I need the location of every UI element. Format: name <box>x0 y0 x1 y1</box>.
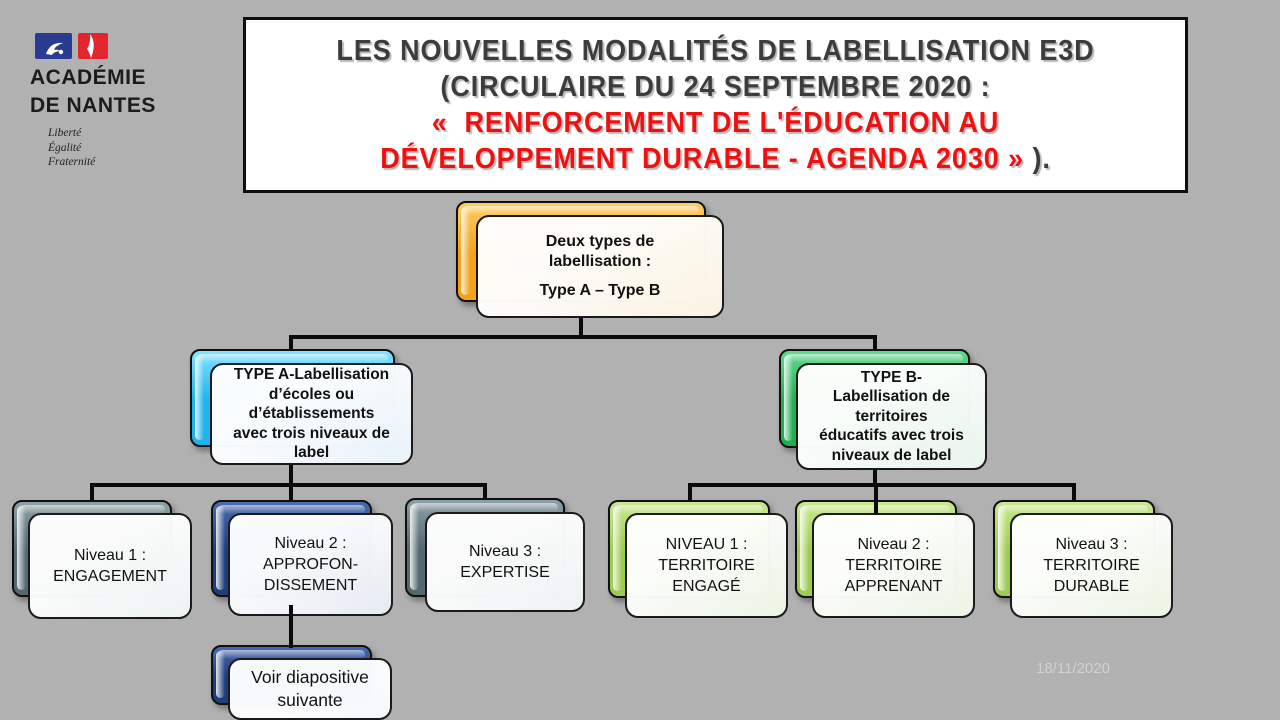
connector-typea-stem <box>289 463 293 485</box>
node-territoire-durable-text: TERRITOIRE <box>1043 557 1140 574</box>
node-territoire-apprenant-card: Niveau 2 : TERRITOIRE APPRENANT <box>812 513 975 618</box>
node-niveau2-card: Niveau 2 : APPROFON- DISSEMENT <box>228 513 393 616</box>
node-territoire-apprenant-text: APPRENANT <box>844 578 943 595</box>
node-voir-text: Voir diapositive <box>251 667 369 687</box>
node-niveau3-text: EXPERTISE <box>460 564 550 581</box>
connector-typea-drop <box>289 335 293 352</box>
academie-nantes-logo: ACADÉMIE DE NANTES Liberté Égalité Frate… <box>30 30 156 170</box>
node-territoire-engage-text: ENGAGÉ <box>672 578 741 595</box>
logo-name-line1: ACADÉMIE <box>30 66 147 89</box>
connector-note-drop <box>289 605 293 648</box>
connector-typeb-drop <box>873 335 877 352</box>
title-line-4: DÉVELOPPEMENT DURABLE - AGENDA 2030 » ). <box>279 141 1152 177</box>
motto-fraternite: Fraternité <box>48 156 96 168</box>
node-niveau2-text: APPROFON- <box>262 556 359 573</box>
node-type-b-text: TYPE B- <box>860 368 923 386</box>
node-niveau2-text: Niveau 2 : <box>274 535 347 552</box>
connector-level1-bus <box>289 335 877 339</box>
title-line-4-dark: ). <box>1024 143 1051 175</box>
node-territoire-engage-card: NIVEAU 1 : TERRITOIRE ENGAGÉ <box>625 513 788 618</box>
title-line-3: « RENFORCEMENT DE L'ÉDUCATION AU <box>431 107 1000 139</box>
connector-b-bus <box>688 483 1076 487</box>
node-root-card: Deux types de labellisation : Type A – T… <box>476 215 724 318</box>
node-niveau3-card: Niveau 3 : EXPERTISE <box>425 512 585 612</box>
node-niveau1-text: ENGAGEMENT <box>53 568 167 585</box>
node-root-text: Deux types de <box>545 233 655 250</box>
connector-b3-drop <box>1072 483 1076 502</box>
node-territoire-durable-card: Niveau 3 : TERRITOIRE DURABLE <box>1010 513 1173 618</box>
french-flag-emblem-icon <box>35 33 108 59</box>
node-niveau3-text: Niveau 3 : <box>468 543 542 560</box>
connector-a1-drop <box>90 483 94 502</box>
node-territoire-durable-text: DURABLE <box>1053 578 1130 595</box>
slide-title-box: LES NOUVELLES MODALITÉS DE LABELLISATION… <box>243 17 1188 193</box>
node-type-b-text: Labellisation de <box>832 388 951 406</box>
node-type-a-text: avec trois niveaux de <box>233 424 390 442</box>
logo-motto: Liberté Égalité Fraternité <box>48 126 156 170</box>
node-type-a-text: label <box>293 444 330 462</box>
node-type-b-text: éducatifs avec trois <box>819 427 964 445</box>
title-line-2: (CIRCULAIRE DU 24 SEPTEMBRE 2020 : <box>440 71 991 103</box>
node-type-a-text: d’écoles ou <box>268 385 355 403</box>
node-type-b-text: territoires <box>855 407 928 425</box>
motto-liberte: Liberté <box>48 127 82 139</box>
motto-egalite: Égalité <box>48 141 82 154</box>
node-niveau1-card: Niveau 1 : ENGAGEMENT <box>28 513 192 619</box>
node-territoire-engage-text: TERRITOIRE <box>658 557 755 574</box>
connector-b1-drop <box>688 483 692 502</box>
node-type-a-card: TYPE A-Labellisation d’écoles ou d’établ… <box>210 363 413 465</box>
connector-typeb-stem <box>873 468 877 485</box>
title-line-1: LES NOUVELLES MODALITÉS DE LABELLISATION… <box>336 35 1095 67</box>
connector-b2-drop <box>874 483 878 514</box>
node-niveau1-text: Niveau 1 : <box>73 547 147 564</box>
node-type-b-card: TYPE B- Labellisation de territoires édu… <box>796 363 987 470</box>
slide-date: 18/11/2020 <box>1036 660 1110 677</box>
logo-name-line2: DE NANTES <box>30 94 156 117</box>
node-root-text: labellisation : <box>548 253 652 270</box>
node-type-a-text: TYPE A-Labellisation <box>233 366 390 384</box>
connector-a-bus <box>90 483 487 487</box>
node-type-a-text: d’établissements <box>248 405 375 423</box>
node-territoire-apprenant-text: TERRITOIRE <box>845 557 942 574</box>
node-type-b-text: niveaux de label <box>831 446 952 464</box>
node-niveau2-text: DISSEMENT <box>263 577 358 594</box>
connector-root-drop <box>579 316 583 337</box>
connector-a3-drop <box>483 483 487 502</box>
node-voir-text: suivante <box>277 690 343 710</box>
node-territoire-engage-text: NIVEAU 1 : <box>665 536 748 553</box>
node-voir-card: Voir diapositive suivante <box>228 658 392 720</box>
node-root-text: Type A – Type B <box>539 282 661 299</box>
node-territoire-durable-text: Niveau 3 : <box>1055 536 1128 553</box>
title-line-4-red: DÉVELOPPEMENT DURABLE - AGENDA 2030 » <box>380 143 1025 175</box>
node-territoire-apprenant-text: Niveau 2 : <box>857 536 930 553</box>
slide-title: LES NOUVELLES MODALITÉS DE LABELLISATION… <box>279 33 1152 177</box>
